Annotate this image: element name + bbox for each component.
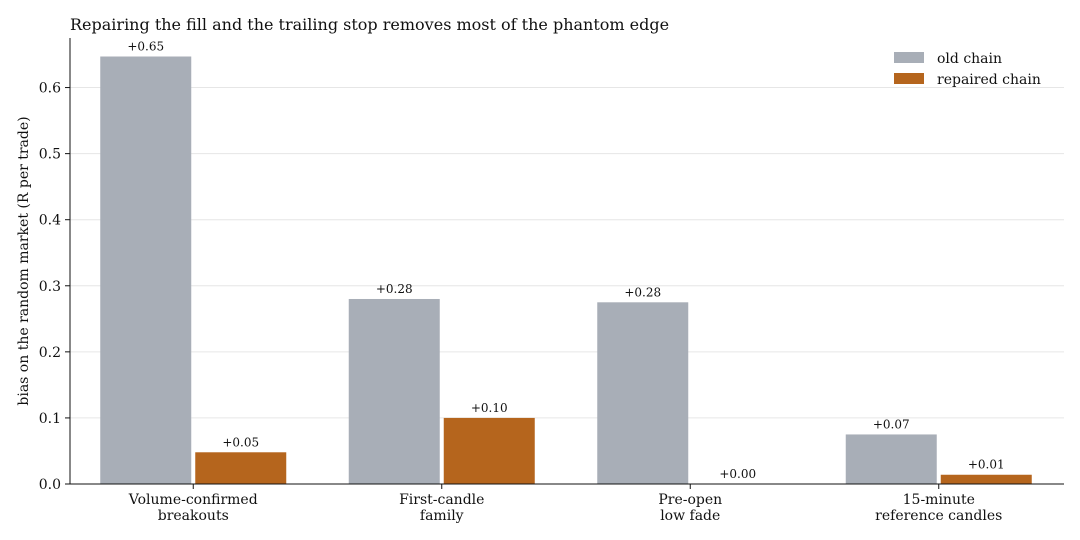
x-tick-label: Pre-open low fade bbox=[658, 492, 722, 524]
x-tick-label: Volume-confirmed breakouts bbox=[128, 492, 258, 524]
bar-old-chain bbox=[845, 434, 937, 484]
x-tick-label-line: Volume-confirmed bbox=[128, 492, 258, 508]
x-tick-label-line: family bbox=[420, 508, 464, 524]
data-label: +0.01 bbox=[968, 458, 1005, 472]
x-tick-label: 15-minute reference candles bbox=[875, 492, 1002, 524]
y-tick-label: 0.5 bbox=[39, 147, 61, 163]
x-tick-label-line: low fade bbox=[660, 508, 720, 524]
x-tick-label-line: Pre-open bbox=[658, 492, 722, 508]
y-axis: 0.0 0.1 0.2 0.3 0.4 0.5 0.6 bbox=[39, 38, 71, 493]
data-label: +0.28 bbox=[624, 285, 661, 299]
y-tick-label: 0.1 bbox=[39, 411, 61, 427]
y-tick-label: 0.2 bbox=[39, 345, 61, 361]
bar-repaired-chain bbox=[443, 417, 535, 484]
bar-old-chain bbox=[597, 302, 689, 484]
x-tick-label-line: First-candle bbox=[399, 492, 484, 508]
x-axis: Volume-confirmed breakouts First-candle fam… bbox=[70, 483, 1064, 524]
grid-lines bbox=[70, 87, 1064, 419]
bar-old-chain bbox=[100, 56, 192, 485]
y-tick-label: 0.3 bbox=[39, 279, 61, 295]
bars bbox=[100, 56, 1032, 485]
legend: old chain repaired chain bbox=[894, 51, 1041, 88]
chart-title: Repairing the fill and the trailing stop… bbox=[70, 15, 669, 34]
x-tick-label-line: reference candles bbox=[875, 508, 1002, 524]
legend-swatch bbox=[894, 52, 924, 63]
y-tick-label: 0.0 bbox=[39, 477, 61, 493]
bar-old-chain bbox=[348, 298, 440, 484]
data-label: +0.05 bbox=[222, 435, 259, 449]
legend-label: repaired chain bbox=[937, 72, 1041, 88]
bar-repaired-chain bbox=[940, 474, 1032, 484]
data-label: +0.65 bbox=[127, 40, 164, 54]
y-tick-label: 0.4 bbox=[39, 213, 61, 229]
data-label: +0.07 bbox=[873, 417, 910, 431]
y-tick-label: 0.6 bbox=[39, 81, 61, 97]
data-label: +0.28 bbox=[376, 282, 413, 296]
x-tick-label-line: 15-minute bbox=[903, 492, 975, 508]
y-axis-label: bias on the random market (R per trade) bbox=[16, 116, 32, 405]
legend-swatch bbox=[894, 73, 924, 84]
x-tick-label-line: breakouts bbox=[158, 508, 229, 524]
data-label: +0.00 bbox=[719, 467, 756, 481]
x-tick-label: First-candle family bbox=[399, 492, 484, 524]
bar-repaired-chain bbox=[195, 452, 287, 484]
legend-label: old chain bbox=[937, 51, 1002, 67]
data-labels: +0.65 +0.05 +0.28 +0.10 +0.28 +0.00 +0.07 +0.01 bbox=[127, 40, 1004, 481]
data-label: +0.10 bbox=[471, 401, 508, 415]
